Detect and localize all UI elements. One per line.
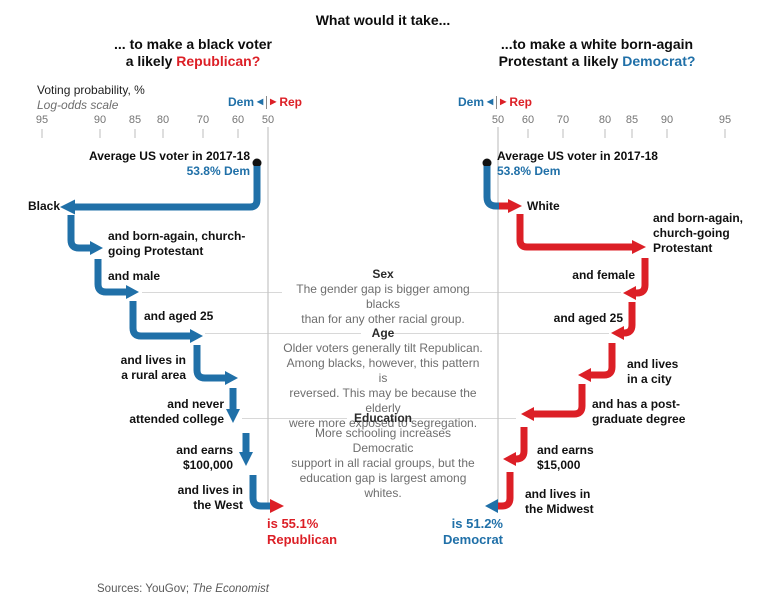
rep-label: Rep xyxy=(509,95,532,109)
annotation-sex-body: The gender gap is bigger among blacks th… xyxy=(296,282,470,326)
right-start-value: 53.8% Dem xyxy=(497,164,561,178)
left-flow-arrowheads xyxy=(60,199,284,513)
left-panel-title: ... to make a black voter a likely Repub… xyxy=(63,36,323,70)
right-step-postgrad: and has a post- graduate degree xyxy=(592,397,686,426)
annotation-education: Education More schooling increases Democ… xyxy=(283,411,483,501)
annotation-age: Age Older voters generally tilt Republic… xyxy=(283,326,483,431)
right-final-blue-arrowhead xyxy=(485,499,498,513)
left-step-rural-area: and lives in a rural area xyxy=(120,353,186,382)
right-flow-arrows xyxy=(483,166,649,510)
sources-line: Sources: YouGov; The Economist xyxy=(97,583,269,595)
right-tick-50: 50 xyxy=(491,114,505,126)
left-tick-90: 90 xyxy=(93,114,107,126)
annotation-connector-lines xyxy=(142,292,621,419)
legend-divider xyxy=(496,95,498,109)
left-tick-80: 80 xyxy=(156,114,170,126)
right-start-blue-elbow xyxy=(483,166,501,210)
right-tick-70: 70 xyxy=(556,114,570,126)
axis-label-voting-probability: Voting probability, % xyxy=(37,83,145,97)
right-tick-60: 60 xyxy=(521,114,535,126)
dem-triangle-icon: ◀ xyxy=(257,97,264,106)
left-tick-85: 85 xyxy=(128,114,142,126)
left-step-aged-25: and aged 25 xyxy=(144,309,214,323)
left-tick-50: 50 xyxy=(261,114,275,126)
left-title-republican: Republican? xyxy=(176,53,261,69)
left-flow-arrows xyxy=(67,166,271,510)
annotation-sex-header: Sex xyxy=(372,267,394,281)
annotation-sex: Sex The gender gap is bigger among black… xyxy=(283,267,483,327)
main-title: What would it take... xyxy=(315,12,451,28)
annotation-age-header: Age xyxy=(371,326,395,340)
right-panel-title-line1: ...to make a white born-again xyxy=(500,36,694,52)
right-step-born-again: and born-again, church-going Protestant xyxy=(653,211,743,255)
left-title-plain: a likely xyxy=(125,53,173,69)
right-step-midwest: and lives in the Midwest xyxy=(525,487,594,516)
left-tick-60: 60 xyxy=(231,114,245,126)
right-flow-arrowheads xyxy=(485,199,646,513)
left-step-black: Black xyxy=(27,199,60,213)
left-step-earns-100k: and earns $100,000 xyxy=(176,443,233,472)
right-start-label: Average US voter in 2017-18 xyxy=(497,149,658,163)
right-step-female: and female xyxy=(572,268,635,282)
annotation-age-body: Older voters generally tilt Republican. … xyxy=(283,341,483,430)
rep-triangle-icon: ▶ xyxy=(270,97,277,106)
dem-label: Dem xyxy=(458,95,485,109)
right-panel-title-line2: Protestant a likely Democrat? xyxy=(465,53,729,70)
right-step-lives-city: and lives in a city xyxy=(627,357,679,386)
right-title-democrat: Democrat? xyxy=(622,53,696,69)
left-dem-rep-legend: Dem ◀ ▶ Rep xyxy=(228,95,302,109)
right-dem-rep-legend: Dem ◀ ▶ Rep xyxy=(458,95,532,109)
right-tick-90: 90 xyxy=(660,114,674,126)
dem-triangle-icon: ◀ xyxy=(487,97,494,106)
axis-label-log-odds: Log-odds scale xyxy=(37,98,119,112)
sources-publication: The Economist xyxy=(192,583,269,595)
left-step-male: and male xyxy=(108,269,161,283)
annotation-education-header: Education xyxy=(353,411,412,425)
right-tick-95: 95 xyxy=(718,114,732,126)
left-start-label: Average US voter in 2017-18 xyxy=(89,149,250,163)
right-axis-ticks xyxy=(527,129,726,138)
left-axis-ticks xyxy=(41,129,239,138)
fifty-percent-baselines xyxy=(267,127,499,506)
left-step-no-college: and never attended college xyxy=(129,397,224,426)
sources-prefix: Sources: YouGov; xyxy=(97,583,193,595)
dem-label: Dem xyxy=(228,95,255,109)
right-step-earns-15k: and earns $15,000 xyxy=(537,443,594,472)
right-title-plain: Protestant a likely xyxy=(498,53,619,69)
right-tick-80: 80 xyxy=(598,114,612,126)
left-step-born-again: and born-again, church- going Protestant xyxy=(108,229,246,258)
annotation-education-body: More schooling increases Democratic supp… xyxy=(291,426,475,500)
left-start-value: 53.8% Dem xyxy=(186,164,250,178)
left-start-dot xyxy=(252,158,262,168)
left-final-red-arrowhead xyxy=(270,499,284,513)
rep-triangle-icon: ▶ xyxy=(500,97,507,106)
left-result: is 55.1% Republican xyxy=(267,516,338,547)
left-panel-title-line2: a likely Republican? xyxy=(63,53,323,70)
left-tick-70: 70 xyxy=(196,114,210,126)
rep-label: Rep xyxy=(279,95,302,109)
right-panel-title: ...to make a white born-again Protestant… xyxy=(465,36,729,70)
left-step-lives-west: and lives in the West xyxy=(177,483,243,512)
right-step-white: White xyxy=(527,199,560,213)
right-start-dot xyxy=(482,158,492,168)
legend-divider xyxy=(266,95,268,109)
left-tick-95: 95 xyxy=(35,114,49,126)
right-result: is 51.2% Democrat xyxy=(443,516,503,547)
right-tick-85: 85 xyxy=(625,114,639,126)
left-panel-title-line1: ... to make a black voter xyxy=(114,36,272,52)
right-step-aged-25: and aged 25 xyxy=(553,311,623,325)
